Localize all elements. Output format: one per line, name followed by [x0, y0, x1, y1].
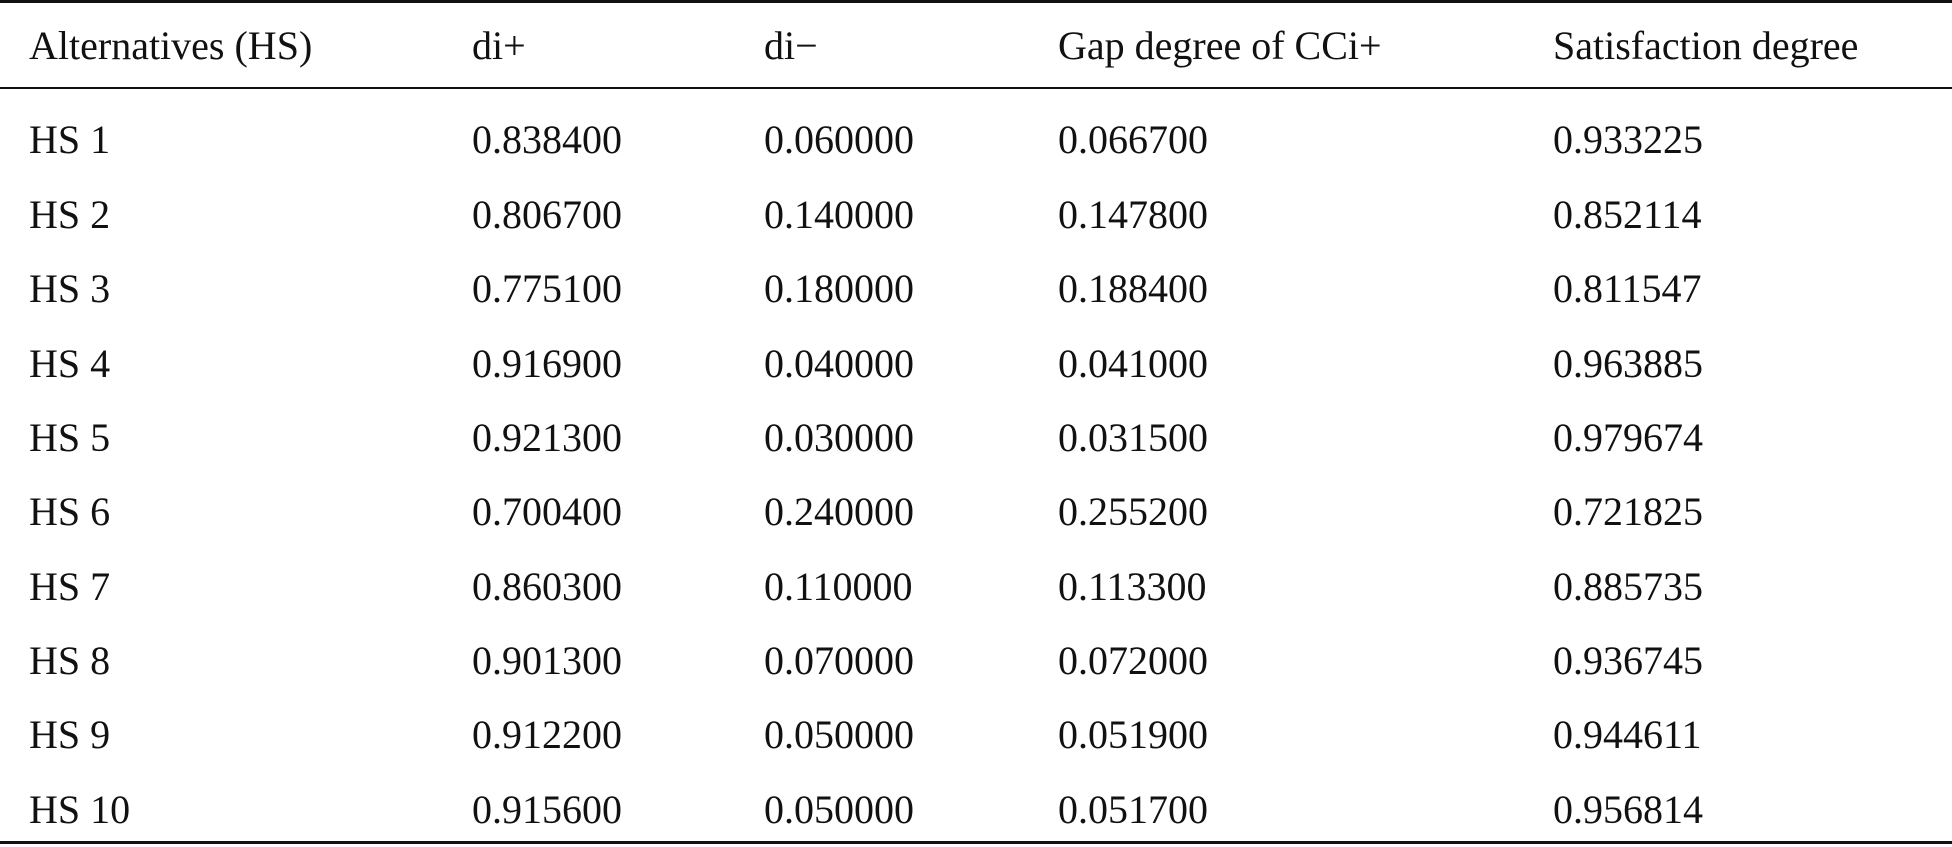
cell-alternative: HS 1	[29, 117, 111, 162]
cell-di-plus: 0.916900	[472, 340, 622, 386]
cell-di-minus: 0.070000	[764, 637, 914, 683]
cell-di-plus: 0.775100	[472, 266, 622, 312]
cell-alternative: HS 6	[29, 489, 111, 535]
cell-di-plus: 0.921300	[472, 415, 622, 461]
cell-gap-degree: 0.051700	[1058, 786, 1208, 832]
cell-satisfaction-degree: 0.852114	[1553, 192, 1702, 238]
cell-alternative: HS 10	[29, 786, 131, 832]
cell-di-minus: 0.240000	[764, 489, 914, 535]
cell-satisfaction-degree: 0.956814	[1553, 786, 1703, 832]
table-row: HS 5 0.921300 0.030000 0.031500 0.979674	[0, 401, 1952, 475]
cell-di-plus: 0.915600	[472, 786, 622, 832]
cell-satisfaction-degree: 0.936745	[1553, 637, 1703, 683]
table-top-rule	[0, 0, 1952, 3]
cell-alternative: HS 7	[29, 563, 111, 609]
cell-di-minus: 0.180000	[764, 266, 914, 312]
cell-di-minus: 0.050000	[764, 712, 914, 758]
cell-gap-degree: 0.051900	[1058, 712, 1208, 758]
cell-satisfaction-degree: 0.963885	[1553, 340, 1703, 386]
cell-di-plus: 0.838400	[472, 117, 622, 162]
table-row: HS 2 0.806700 0.140000 0.147800 0.852114	[0, 178, 1952, 252]
cell-di-minus: 0.030000	[764, 415, 914, 461]
table-header: Alternatives (HS) di+ di− Gap degree of …	[0, 0, 1952, 92]
table-bottom-rule	[0, 841, 1952, 844]
table-row: HS 7 0.860300 0.110000 0.113300 0.885735	[0, 549, 1952, 623]
cell-gap-degree: 0.147800	[1058, 192, 1208, 238]
cell-di-minus: 0.140000	[764, 192, 914, 238]
table-row: HS 1 0.838400 0.060000 0.066700 0.933225	[0, 92, 1952, 178]
cell-gap-degree: 0.113300	[1058, 563, 1207, 609]
cell-gap-degree: 0.041000	[1058, 340, 1208, 386]
cell-di-plus: 0.901300	[472, 637, 622, 683]
cell-di-plus: 0.806700	[472, 192, 622, 238]
cell-di-minus: 0.040000	[764, 340, 914, 386]
column-header-di-plus: di+	[472, 23, 526, 68]
cell-alternative: HS 8	[29, 637, 111, 683]
header-row: Alternatives (HS) di+ di− Gap degree of …	[0, 0, 1952, 92]
table-header-rule	[0, 87, 1952, 89]
cell-satisfaction-degree: 0.933225	[1553, 117, 1703, 162]
cell-gap-degree: 0.031500	[1058, 415, 1208, 461]
cell-gap-degree: 0.072000	[1058, 637, 1208, 683]
cell-di-plus: 0.700400	[472, 489, 622, 535]
column-header-gap-degree: Gap degree of CCi+	[1058, 23, 1382, 68]
column-header-satisfaction-degree: Satisfaction degree	[1553, 23, 1859, 68]
table-row: HS 9 0.912200 0.050000 0.051900 0.944611	[0, 698, 1952, 772]
cell-satisfaction-degree: 0.885735	[1553, 563, 1703, 609]
cell-di-minus: 0.050000	[764, 786, 914, 832]
cell-alternative: HS 4	[29, 340, 111, 386]
cell-satisfaction-degree: 0.944611	[1553, 712, 1702, 758]
cell-gap-degree: 0.255200	[1058, 489, 1208, 535]
cell-di-plus: 0.860300	[472, 563, 622, 609]
column-header-alternatives: Alternatives (HS)	[29, 23, 313, 68]
table-body: HS 1 0.838400 0.060000 0.066700 0.933225…	[0, 92, 1952, 847]
table-row: HS 10 0.915600 0.050000 0.051700 0.95681…	[0, 772, 1952, 846]
table-row: HS 3 0.775100 0.180000 0.188400 0.811547	[0, 252, 1952, 326]
column-header-di-minus: di−	[764, 23, 818, 68]
cell-di-plus: 0.912200	[472, 712, 622, 758]
cell-gap-degree: 0.188400	[1058, 266, 1208, 312]
table-row: HS 8 0.901300 0.070000 0.072000 0.936745	[0, 624, 1952, 698]
cell-gap-degree: 0.066700	[1058, 117, 1208, 162]
cell-alternative: HS 2	[29, 192, 111, 238]
cell-di-minus: 0.060000	[764, 117, 914, 162]
cell-satisfaction-degree: 0.811547	[1553, 266, 1702, 312]
cell-di-minus: 0.110000	[764, 563, 913, 609]
cell-satisfaction-degree: 0.979674	[1553, 415, 1703, 461]
cell-alternative: HS 9	[29, 712, 111, 758]
table-row: HS 6 0.700400 0.240000 0.255200 0.721825	[0, 475, 1952, 549]
cell-alternative: HS 5	[29, 415, 111, 461]
cell-satisfaction-degree: 0.721825	[1553, 489, 1703, 535]
cell-alternative: HS 3	[29, 266, 111, 312]
table-row: HS 4 0.916900 0.040000 0.041000 0.963885	[0, 327, 1952, 401]
